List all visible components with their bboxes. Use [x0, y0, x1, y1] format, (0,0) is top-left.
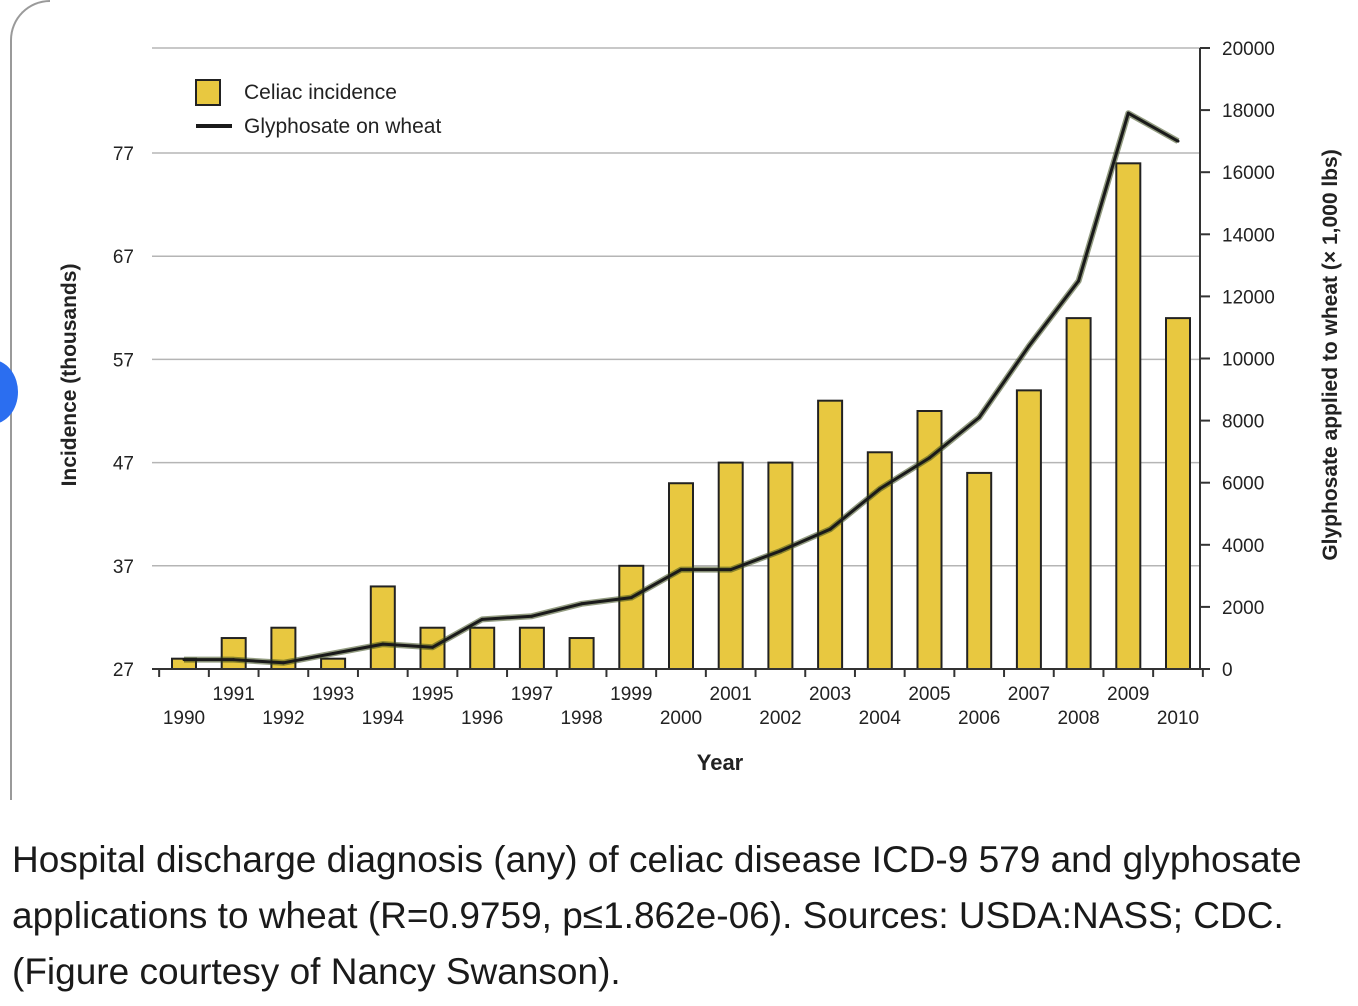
y2-tick-label: 0: [1222, 660, 1233, 681]
glyphosate-point-2003: [828, 527, 832, 531]
glyphosate-point-1996: [480, 617, 484, 621]
glyphosate-point-1998: [580, 602, 584, 606]
y2-tick-label: 12000: [1222, 287, 1275, 308]
x-tick-label: 1995: [411, 684, 453, 705]
ticks: 27 37 47 57 67 77 0 2000 4000 6000 8000 10000 12000 1…: [113, 39, 1275, 729]
y2-tick-label: 18000: [1222, 101, 1275, 122]
glyphosate-point-1999: [629, 596, 633, 600]
y-tick-label: 57: [113, 350, 134, 371]
legend-bar-swatch: [195, 79, 221, 106]
y2-tick-label: 6000: [1222, 474, 1264, 495]
bar-1999: [618, 564, 645, 670]
glyphosate-point-2004: [878, 487, 882, 491]
x-tick-label: 1990: [163, 708, 205, 729]
glyphosate-point-1990: [182, 658, 186, 662]
x-tick-label: 2005: [908, 684, 950, 705]
x-tick-label: 2002: [759, 708, 801, 729]
bar-1997: [518, 626, 545, 670]
figure-caption: Hospital discharge diagnosis (any) of ce…: [12, 839, 1302, 992]
glyphosate-point-2007: [1027, 344, 1031, 348]
legend-label-bar: Celiac incidence: [244, 81, 397, 104]
y-tick-label: 47: [113, 454, 134, 475]
x-tick-label: 1997: [511, 684, 553, 705]
y2-tick-label: 14000: [1222, 225, 1275, 246]
y2-tick-label: 8000: [1222, 412, 1264, 433]
y-tick-label: 37: [113, 557, 134, 578]
bar-2008: [1065, 317, 1092, 670]
x-tick-label: 1994: [362, 708, 405, 729]
glyphosate-point-1997: [530, 614, 534, 618]
glyphosate-point-2010: [1176, 139, 1180, 143]
glyphosate-point-2008: [1077, 279, 1081, 283]
bar-2010: [1165, 317, 1191, 670]
x-axis-title: Year: [697, 750, 744, 775]
bars: [171, 162, 1191, 671]
y-tick-label: 67: [113, 247, 134, 268]
y2-tick-label: 20000: [1222, 39, 1275, 60]
x-tick-label: 1991: [213, 684, 255, 705]
x-tick-label: 2003: [809, 684, 851, 705]
bar-1994: [369, 585, 396, 670]
legend-label-line: Glyphosate on wheat: [244, 115, 441, 138]
x-tick-label: 1992: [262, 708, 304, 729]
y-tick-label: 77: [113, 144, 134, 165]
bar-1993: [320, 657, 347, 670]
x-tick-label: 2001: [710, 684, 752, 705]
bar-1991: [220, 637, 247, 670]
y2-axis-title: Glyphosate applied to wheat (× 1,000 lbs…: [1319, 149, 1342, 560]
glyphosate-point-2006: [977, 415, 981, 419]
y2-tick-label: 2000: [1222, 598, 1264, 619]
glyphosate-point-2005: [928, 456, 931, 460]
y-axis-title: Incidence (thousands): [58, 264, 81, 487]
bar-2006: [966, 471, 993, 671]
bar-2009: [1115, 162, 1142, 670]
glyphosate-point-1994: [381, 642, 385, 646]
glyphosate-point-2009: [1126, 111, 1130, 115]
legend: Celiac incidence Glyphosate on wheat: [195, 79, 441, 138]
glyphosate-point-2001: [729, 568, 733, 572]
x-tick-label: 2010: [1157, 708, 1199, 729]
bar-2007: [1015, 389, 1042, 670]
x-tick-label: 2006: [958, 708, 1000, 729]
glyphosate-point-1991: [232, 658, 236, 662]
x-tick-label: 1996: [461, 708, 503, 729]
chart: 27 37 47 57 67 77 0 2000 4000 6000 8000 10000 12000 1…: [58, 39, 1342, 775]
glyphosate-point-2002: [778, 549, 782, 553]
y2-tick-label: 10000: [1222, 350, 1275, 371]
bar-1998: [568, 637, 595, 670]
bar-2002: [767, 461, 794, 670]
line-series: [182, 110, 1180, 666]
x-tick-label: 1998: [560, 708, 602, 729]
bar-1996: [469, 626, 496, 670]
y2-tick-label: 16000: [1222, 163, 1275, 184]
scroll-indicator[interactable]: [0, 360, 18, 424]
y-tick-label: 27: [113, 660, 134, 681]
glyphosate-point-2000: [679, 568, 683, 572]
x-tick-label: 2007: [1008, 684, 1050, 705]
x-tick-label: 1993: [312, 684, 354, 705]
x-tick-label: 2009: [1107, 684, 1149, 705]
x-tick-label: 2000: [660, 708, 702, 729]
glyphosate-point-1992: [281, 661, 285, 665]
x-tick-label: 2004: [859, 708, 902, 729]
x-tick-label: 1999: [610, 684, 652, 705]
y2-tick-label: 4000: [1222, 536, 1264, 557]
glyphosate-point-1993: [331, 651, 335, 655]
glyphosate-point-1995: [431, 645, 434, 649]
x-tick-label: 2008: [1057, 708, 1099, 729]
